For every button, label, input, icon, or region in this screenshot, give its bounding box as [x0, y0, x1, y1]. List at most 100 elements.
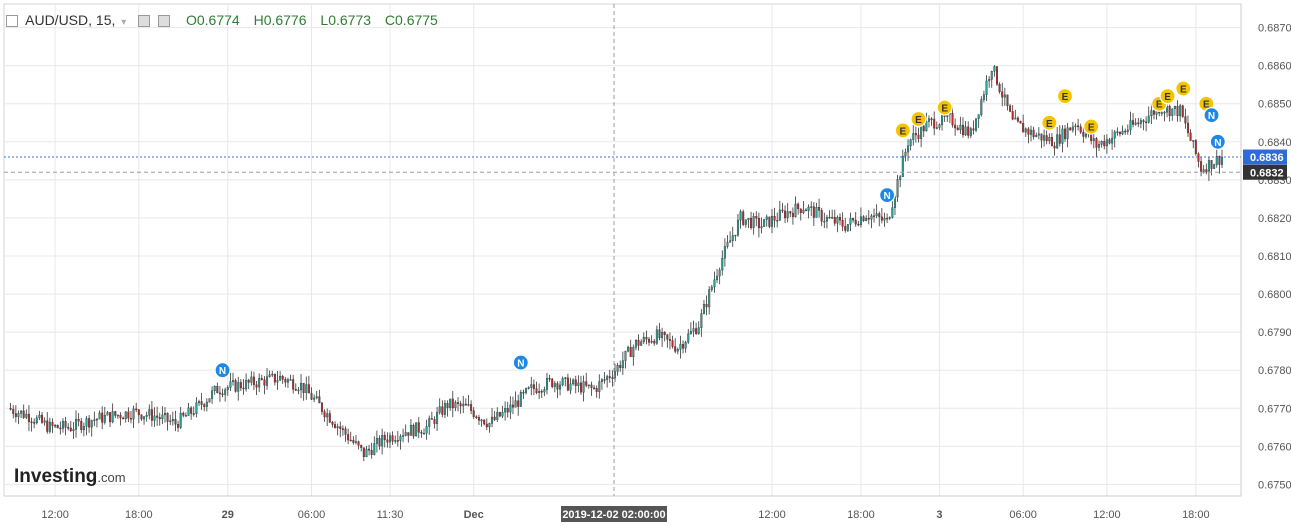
candle-body	[867, 218, 870, 220]
candle-body	[752, 216, 755, 228]
chart-header: AUD/USD, 15, ▾ O0.6774 H0.6776 L0.6773 C…	[6, 12, 448, 28]
high-value: H0.6776	[253, 12, 307, 28]
marker-label: E	[941, 104, 948, 115]
candle-body	[1210, 160, 1213, 169]
candle-body	[1061, 128, 1064, 144]
candle-body	[352, 439, 355, 443]
x-axis: 12:00 18:00 29 06:00 11:30 Dec 12:00 18:00 3 06:0…	[4, 495, 1241, 521]
candle-body	[598, 381, 601, 392]
candle-body	[56, 425, 59, 429]
candle-body	[205, 401, 208, 407]
candle-body	[577, 382, 580, 386]
candle-body	[682, 344, 685, 349]
candle-body	[77, 418, 80, 422]
candle-body	[836, 217, 839, 224]
candle-body	[854, 219, 857, 225]
chevron-down-icon[interactable]: ▾	[121, 17, 127, 28]
candle-body	[1173, 106, 1176, 109]
candle-body	[875, 213, 878, 216]
candle-body	[190, 407, 193, 414]
candle-body	[859, 216, 862, 226]
collapse-icon[interactable]	[6, 15, 18, 28]
candle-body	[1186, 122, 1189, 134]
candle-body	[483, 419, 486, 425]
candle-body	[922, 125, 925, 132]
candle-body	[794, 203, 797, 218]
candle-body	[498, 412, 501, 417]
candle-body	[297, 389, 300, 392]
y-tick-label: 0.6860	[1258, 61, 1291, 73]
candle-body	[417, 422, 420, 433]
candle-body	[1200, 161, 1203, 172]
plot-area	[3, 3, 1242, 497]
settings-icon[interactable]	[158, 15, 171, 28]
candle-body	[25, 413, 28, 418]
candle-body	[522, 392, 525, 394]
candle-body	[109, 412, 112, 423]
candle-body	[169, 420, 172, 423]
candle-body	[124, 411, 127, 420]
candle-body	[627, 347, 630, 352]
candle-body	[477, 417, 480, 421]
candle-body	[634, 339, 637, 348]
candle-body	[674, 346, 677, 352]
candle-body	[1179, 105, 1182, 117]
candle-body	[1035, 135, 1038, 137]
candle-body	[579, 382, 582, 393]
marker-label: N	[1214, 138, 1221, 149]
candle-body	[1134, 122, 1137, 125]
candle-body	[695, 328, 698, 334]
candle-body	[901, 155, 904, 177]
candle-body	[744, 219, 747, 225]
candle-body	[572, 379, 575, 385]
candle-body	[420, 432, 423, 434]
candle-body	[143, 416, 146, 420]
candle-body	[344, 428, 347, 435]
candle-body	[574, 379, 577, 386]
candle-body	[723, 246, 726, 259]
candle-body	[357, 441, 360, 446]
candle-body	[221, 393, 224, 395]
candle-body	[778, 209, 781, 221]
candle-body	[88, 418, 91, 428]
economic-event-marker	[1041, 114, 1058, 131]
x-tick-label: 06:00	[298, 509, 326, 521]
visibility-icon[interactable]	[138, 15, 151, 28]
candle-body	[917, 134, 920, 139]
candle-body	[886, 217, 889, 220]
candle-body	[1105, 139, 1108, 147]
candle-body	[12, 409, 15, 414]
candle-body	[14, 413, 17, 417]
candle-body	[833, 216, 836, 224]
y-tick-label: 0.6840	[1258, 137, 1291, 149]
candle-body	[935, 127, 938, 129]
candle-body	[865, 218, 868, 221]
candle-body	[828, 216, 831, 219]
candle-body	[506, 408, 509, 413]
marker-label: E	[1180, 85, 1187, 96]
candle-body	[1103, 141, 1106, 147]
candle-body	[1040, 133, 1043, 141]
candle-body	[454, 402, 457, 409]
candle-body	[43, 420, 46, 423]
y-tick-label: 0.6770	[1258, 403, 1291, 415]
crosshair-time-tag: 2019-12-02 02:00:00	[561, 506, 667, 522]
candle-body	[791, 212, 794, 218]
candle-body	[846, 224, 849, 231]
symbol-label[interactable]: AUD/USD, 15,	[25, 12, 116, 28]
candle-body	[802, 209, 805, 213]
candle-body	[831, 216, 834, 219]
candle-body	[148, 409, 151, 416]
candle-body	[1171, 108, 1174, 116]
candle-body	[972, 128, 975, 131]
candle-body	[1111, 137, 1114, 144]
news-marker	[512, 354, 529, 371]
candle-body	[75, 418, 78, 430]
candle-body	[462, 403, 465, 407]
candle-body	[451, 398, 454, 409]
candle-body	[1019, 120, 1022, 124]
candle-body	[208, 398, 211, 403]
candle-body	[823, 220, 826, 223]
